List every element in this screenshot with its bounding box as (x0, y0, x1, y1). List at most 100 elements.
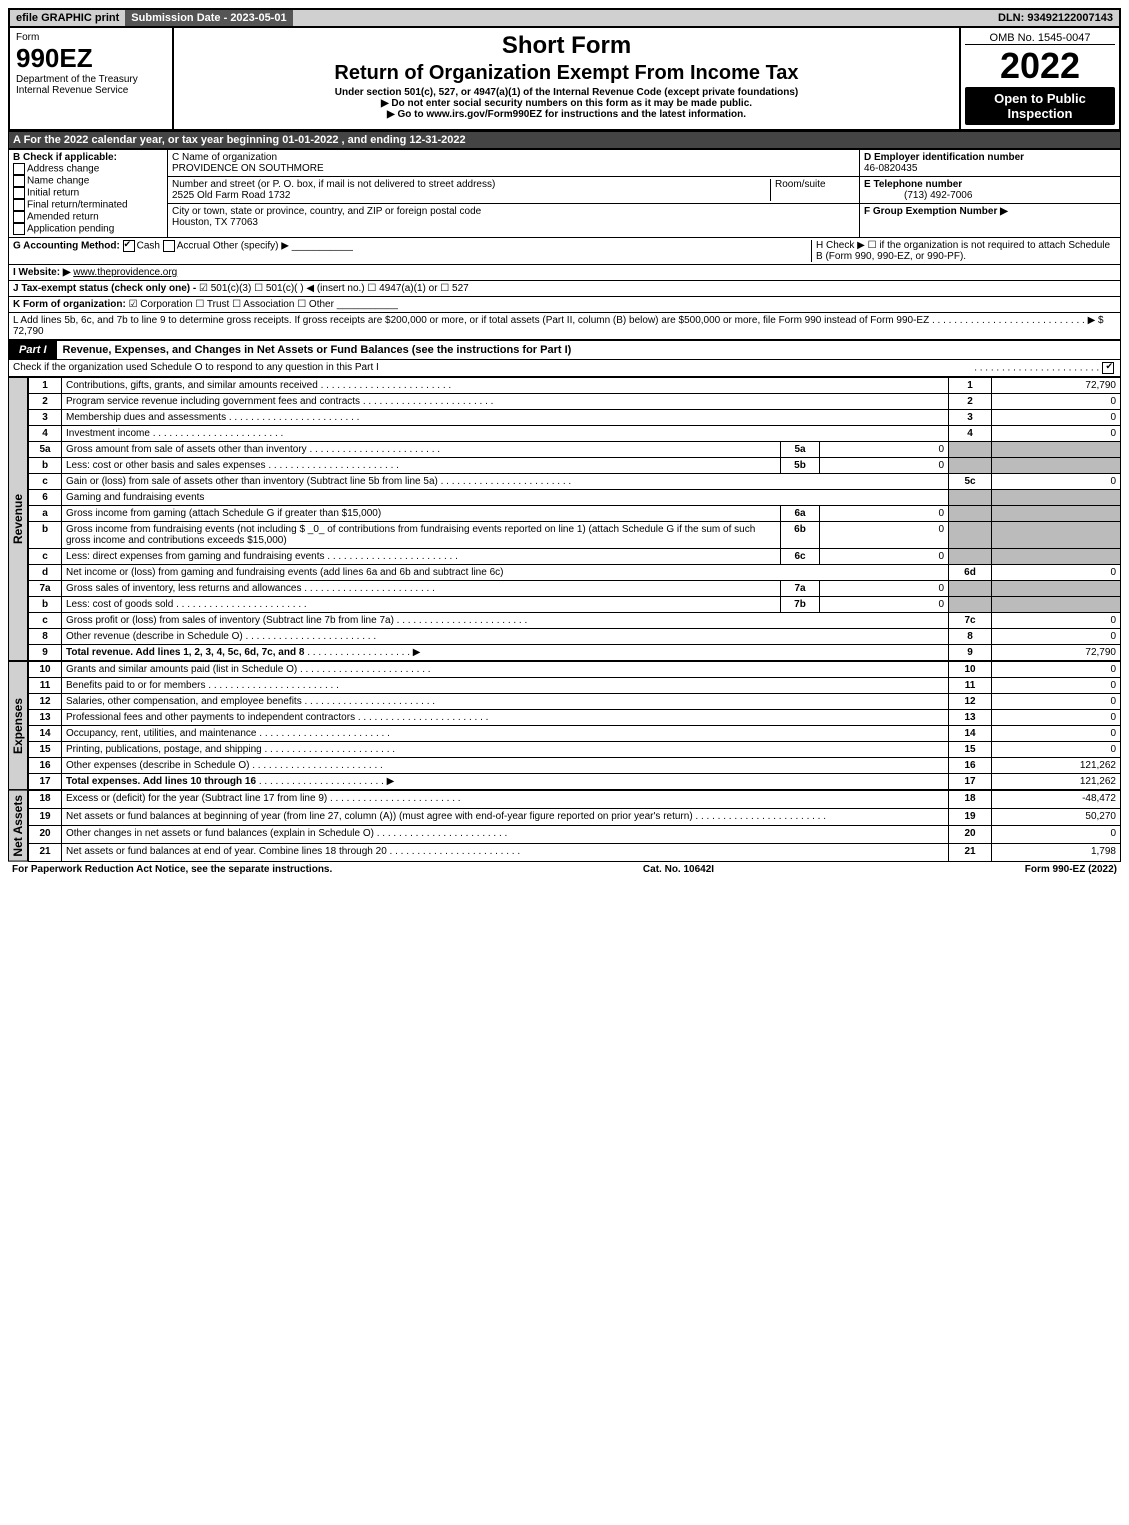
line-21-amt: 1,798 (992, 843, 1121, 861)
line-g-h: G Accounting Method: Cash Accrual Other … (8, 238, 1121, 265)
e-label: E Telephone number (864, 179, 962, 190)
line-5b-amt: 0 (820, 458, 949, 474)
cb-final-return[interactable] (13, 199, 25, 211)
submission-date: Submission Date - 2023-05-01 (125, 10, 292, 26)
line-18-amt: -48,472 (992, 791, 1121, 809)
line-6a-amt: 0 (820, 506, 949, 522)
netassets-vbar: Net Assets (8, 790, 28, 862)
section-d-e-f: D Employer identification number46-08204… (859, 150, 1120, 237)
c-name-label: C Name of organization (172, 152, 277, 163)
cb-application-pending[interactable] (13, 223, 25, 235)
page-footer: For Paperwork Reduction Act Notice, see … (8, 862, 1121, 877)
ein: 46-0820435 (864, 163, 917, 174)
part-i-title: Revenue, Expenses, and Changes in Net As… (57, 341, 578, 359)
part-i-check: Check if the organization used Schedule … (8, 360, 1121, 377)
dept-label: Department of the Treasury Internal Reve… (16, 74, 166, 96)
line-1-amt: 72,790 (992, 378, 1121, 394)
line-7c-amt: 0 (992, 613, 1121, 629)
org-address: 2525 Old Farm Road 1732 (172, 190, 290, 201)
revenue-vbar: Revenue (8, 377, 28, 661)
g-label: G Accounting Method: (13, 241, 120, 252)
dln: DLN: 93492122007143 (992, 10, 1119, 26)
top-bar: efile GRAPHIC print Submission Date - 20… (8, 8, 1121, 28)
line-3-amt: 0 (992, 410, 1121, 426)
line-11-amt: 0 (992, 678, 1121, 694)
line-k: K Form of organization: ☑ Corporation ☐ … (8, 297, 1121, 313)
footer-center: Cat. No. 10642I (643, 864, 714, 875)
part-i-header: Part I Revenue, Expenses, and Changes in… (8, 340, 1121, 360)
section-a: A For the 2022 calendar year, or tax yea… (8, 131, 1121, 149)
line-4-amt: 0 (992, 426, 1121, 442)
line-13-amt: 0 (992, 710, 1121, 726)
revenue-table: 1Contributions, gifts, grants, and simil… (28, 377, 1121, 661)
part-i-label: Part I (9, 341, 57, 359)
netassets-block: Net Assets 18Excess or (deficit) for the… (8, 790, 1121, 862)
line-7a-amt: 0 (820, 581, 949, 597)
footer-left: For Paperwork Reduction Act Notice, see … (12, 864, 332, 875)
website[interactable]: www.theprovidence.org (73, 267, 177, 278)
room-suite: Room/suite (770, 179, 855, 201)
c-addr-label: Number and street (or P. O. box, if mail… (172, 179, 495, 190)
revenue-block: Revenue 1Contributions, gifts, grants, a… (8, 377, 1121, 661)
line-2-amt: 0 (992, 394, 1121, 410)
expenses-vbar: Expenses (8, 661, 28, 790)
efile-label[interactable]: efile GRAPHIC print (10, 10, 125, 26)
form-number: 990EZ (16, 43, 166, 74)
line-l: L Add lines 5b, 6c, and 7b to line 9 to … (8, 313, 1121, 340)
cb-accrual[interactable] (163, 240, 175, 252)
cb-address-change[interactable] (13, 163, 25, 175)
cb-amended-return[interactable] (13, 211, 25, 223)
header-center: Short Form Return of Organization Exempt… (174, 28, 959, 129)
line-j: J Tax-exempt status (check only one) - ☑… (8, 281, 1121, 297)
line-6d-amt: 0 (992, 565, 1121, 581)
cb-schedule-o[interactable] (1102, 362, 1114, 374)
section-c: C Name of organizationPROVIDENCE ON SOUT… (168, 150, 859, 237)
header-right: OMB No. 1545-0047 2022 Open to Public In… (959, 28, 1119, 129)
form-title-2: Return of Organization Exempt From Incom… (178, 62, 955, 85)
cb-name-change[interactable] (13, 175, 25, 187)
line-6b-amt: 0 (820, 522, 949, 549)
form-header: Form 990EZ Department of the Treasury In… (8, 28, 1121, 131)
line-19-amt: 50,270 (992, 808, 1121, 826)
footer-right: Form 990-EZ (2022) (1025, 864, 1117, 875)
f-label: F Group Exemption Number ▶ (864, 206, 1008, 217)
header-left: Form 990EZ Department of the Treasury In… (10, 28, 174, 129)
inspection-box: Open to Public Inspection (965, 87, 1115, 125)
header-sub1: Under section 501(c), 527, or 4947(a)(1)… (178, 87, 955, 98)
section-b: B Check if applicable: Address change Na… (9, 150, 168, 237)
org-city: Houston, TX 77063 (172, 217, 258, 228)
org-name: PROVIDENCE ON SOUTHMORE (172, 163, 324, 174)
info-grid: B Check if applicable: Address change Na… (8, 149, 1121, 238)
line-6c-amt: 0 (820, 549, 949, 565)
form-title-1: Short Form (178, 32, 955, 60)
c-city-label: City or town, state or province, country… (172, 206, 481, 217)
line-8-amt: 0 (992, 629, 1121, 645)
line-7b-amt: 0 (820, 597, 949, 613)
line-10-amt: 0 (992, 662, 1121, 678)
line-16-amt: 121,262 (992, 758, 1121, 774)
b-label: B Check if applicable: (13, 152, 117, 163)
phone: (713) 492-7006 (864, 190, 972, 201)
form-label: Form (16, 32, 166, 43)
line-i: I Website: ▶ www.theprovidence.org (8, 265, 1121, 281)
expenses-table: 10Grants and similar amounts paid (list … (28, 661, 1121, 790)
header-sub2: ▶ Do not enter social security numbers o… (178, 98, 955, 109)
expenses-block: Expenses 10Grants and similar amounts pa… (8, 661, 1121, 790)
line-12-amt: 0 (992, 694, 1121, 710)
omb-number: OMB No. 1545-0047 (965, 32, 1115, 45)
line-17-amt: 121,262 (992, 774, 1121, 790)
line-14-amt: 0 (992, 726, 1121, 742)
line-5a-amt: 0 (820, 442, 949, 458)
cb-initial-return[interactable] (13, 187, 25, 199)
line-20-amt: 0 (992, 826, 1121, 844)
line-15-amt: 0 (992, 742, 1121, 758)
line-5c-amt: 0 (992, 474, 1121, 490)
line-9-amt: 72,790 (992, 645, 1121, 661)
tax-year: 2022 (965, 45, 1115, 87)
header-sub3: ▶ Go to www.irs.gov/Form990EZ for instru… (178, 109, 955, 120)
d-label: D Employer identification number (864, 152, 1024, 163)
cb-cash[interactable] (123, 240, 135, 252)
h-text: H Check ▶ ☐ if the organization is not r… (811, 240, 1116, 262)
g-other: Other (specify) ▶ (213, 241, 289, 252)
netassets-table: 18Excess or (deficit) for the year (Subt… (28, 790, 1121, 862)
